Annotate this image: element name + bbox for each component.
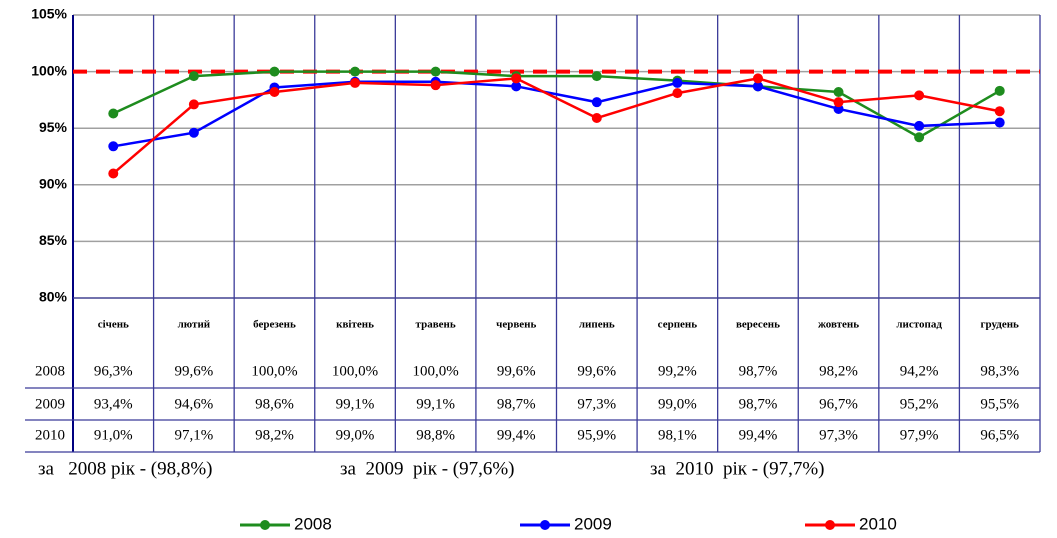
y-tick-label: 85%	[39, 232, 68, 248]
value-label: 94,2%	[900, 363, 939, 379]
x-tick-label: квітень	[336, 319, 374, 331]
value-label: 96,5%	[980, 427, 1019, 443]
value-label: 95,2%	[900, 396, 939, 412]
legend-marker	[540, 520, 550, 530]
value-label: 98,2%	[819, 363, 858, 379]
point	[511, 73, 522, 84]
value-label: 97,9%	[900, 427, 939, 443]
value-label: 98,1%	[658, 427, 697, 443]
point	[914, 90, 925, 101]
point	[994, 106, 1005, 117]
value-label: 91,0%	[94, 427, 133, 443]
value-label: 99,6%	[497, 363, 536, 379]
value-label: 95,9%	[577, 427, 616, 443]
point	[672, 88, 683, 99]
value-label: 97,3%	[577, 396, 616, 412]
x-tick-label: липень	[579, 319, 615, 331]
x-tick-label: травень	[416, 319, 456, 331]
value-label: 99,4%	[739, 427, 778, 443]
legend-marker	[825, 520, 835, 530]
point	[350, 66, 361, 77]
value-label: 100,0%	[251, 363, 297, 379]
value-label: 93,4%	[94, 396, 133, 412]
x-tick-label: жовтень	[818, 319, 859, 331]
annotation: за 2008 рік - (98,8%)	[38, 458, 213, 479]
point	[350, 77, 361, 88]
point	[914, 120, 925, 131]
legend-label: 2010	[859, 514, 897, 533]
point	[511, 81, 522, 92]
point	[752, 81, 763, 92]
point	[994, 117, 1005, 128]
value-label: 100,0%	[413, 363, 459, 379]
value-label: 99,4%	[497, 427, 536, 443]
x-tick-label: серпень	[658, 319, 698, 331]
point	[591, 71, 602, 82]
point	[591, 97, 602, 108]
value-label: 98,6%	[255, 396, 294, 412]
annotation: за 2010 рік - (97,7%)	[650, 458, 825, 479]
annotation: за 2009 рік - (97,6%)	[340, 458, 515, 479]
value-label: 98,7%	[739, 363, 778, 379]
point	[833, 86, 844, 97]
value-label: 99,2%	[658, 363, 697, 379]
point	[108, 141, 119, 152]
value-label: 99,1%	[416, 396, 455, 412]
x-tick-label: березень	[253, 319, 296, 331]
value-label: 96,3%	[94, 363, 133, 379]
point	[269, 66, 280, 77]
legend-marker	[260, 520, 270, 530]
point	[188, 127, 199, 138]
value-label: 95,5%	[980, 396, 1019, 412]
point	[833, 97, 844, 108]
row-label: 2008	[35, 363, 65, 379]
series-line	[112, 70, 1001, 139]
row-label: 2009	[35, 396, 65, 412]
y-tick-label: 95%	[39, 119, 68, 135]
x-tick-label: листопад	[896, 319, 942, 331]
x-tick-label: лютий	[178, 319, 211, 331]
y-tick-label: 90%	[39, 176, 68, 192]
value-label: 99,0%	[336, 427, 375, 443]
y-tick-label: 100%	[31, 62, 67, 78]
value-label: 98,7%	[739, 396, 778, 412]
value-label: 98,2%	[255, 427, 294, 443]
point	[672, 77, 683, 88]
value-label: 99,6%	[577, 363, 616, 379]
point	[430, 66, 441, 77]
x-tick-label: червень	[496, 319, 536, 331]
value-label: 99,1%	[336, 396, 375, 412]
point	[188, 99, 199, 110]
point	[188, 71, 199, 82]
value-label: 96,7%	[819, 396, 858, 412]
point	[269, 86, 280, 97]
y-tick-label: 80%	[39, 289, 68, 305]
value-label: 99,6%	[175, 363, 214, 379]
legend-label: 2009	[574, 514, 612, 533]
value-label: 97,1%	[175, 427, 214, 443]
x-tick-label: вересень	[736, 319, 780, 331]
value-label: 99,0%	[658, 396, 697, 412]
point	[430, 80, 441, 91]
legend-label: 2008	[294, 514, 332, 533]
value-label: 98,8%	[416, 427, 455, 443]
point	[108, 168, 119, 179]
value-label: 94,6%	[175, 396, 214, 412]
point	[591, 113, 602, 124]
value-label: 97,3%	[819, 427, 858, 443]
y-tick-label: 105%	[31, 6, 67, 22]
row-label: 2010	[35, 427, 65, 443]
point	[994, 85, 1005, 96]
value-label: 100,0%	[332, 363, 378, 379]
point	[108, 108, 119, 119]
value-label: 98,7%	[497, 396, 536, 412]
point	[914, 132, 925, 143]
value-label: 98,3%	[980, 363, 1019, 379]
x-tick-label: січень	[98, 319, 129, 331]
x-tick-label: грудень	[981, 319, 1020, 331]
series-line	[112, 77, 1000, 175]
point	[752, 73, 763, 84]
